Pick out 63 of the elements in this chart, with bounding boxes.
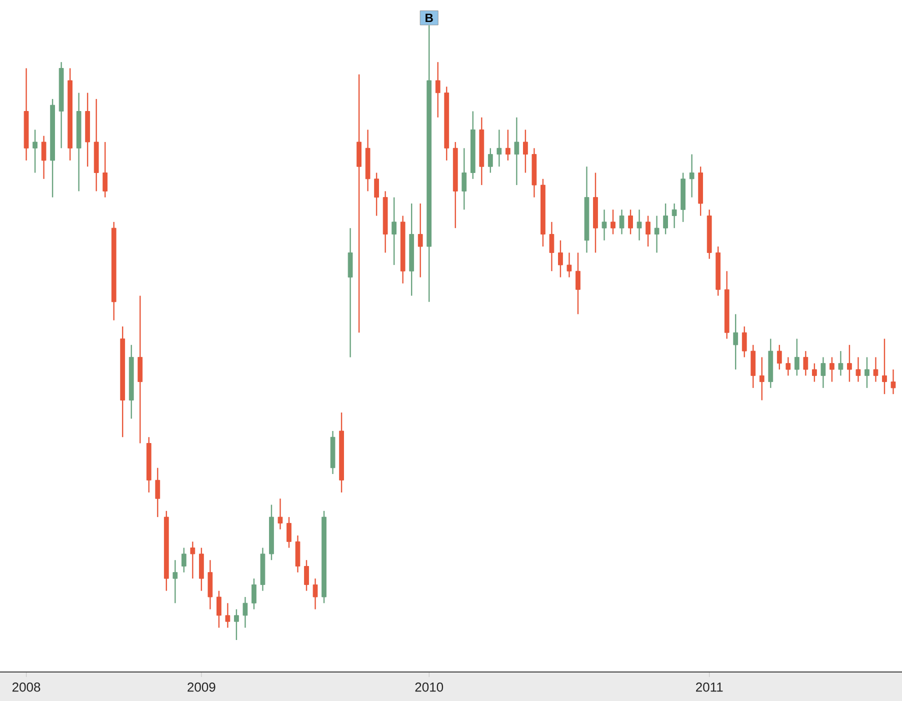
candlestick	[514, 116, 520, 186]
candlestick	[566, 252, 572, 278]
candlestick	[418, 202, 423, 278]
candlestick	[102, 141, 108, 198]
candlestick	[610, 209, 616, 235]
candlestick	[32, 129, 38, 174]
candlestick	[225, 602, 230, 628]
candlestick	[786, 356, 791, 376]
candlestick	[873, 356, 878, 382]
candlestick	[356, 74, 362, 334]
candlestick	[242, 596, 248, 628]
candlestick	[619, 209, 624, 235]
candlestick	[646, 215, 650, 248]
candlestick	[172, 559, 178, 604]
candlestick	[838, 350, 844, 376]
candlestick	[847, 344, 852, 382]
candlestick	[830, 356, 834, 382]
candlestick	[602, 209, 607, 241]
candlestick	[286, 516, 292, 548]
candlestick	[155, 467, 160, 518]
candlestick	[864, 356, 870, 389]
candlestick	[488, 148, 493, 174]
candlestick	[304, 559, 309, 592]
candlestick	[278, 498, 283, 530]
candlestick	[636, 209, 642, 241]
candlestick	[496, 129, 502, 168]
x-tick-label: 2008	[12, 682, 40, 692]
candlestick	[435, 61, 440, 118]
candlestick	[549, 221, 554, 272]
annotation: B	[426, 14, 433, 22]
candlestick	[558, 240, 563, 278]
candlestick	[41, 135, 46, 180]
x-tick-label: 2009	[188, 682, 216, 692]
candlestick	[856, 356, 861, 382]
candlestick	[759, 356, 764, 401]
candlestick	[812, 362, 817, 382]
candlestick	[663, 202, 668, 235]
candlestick	[523, 129, 528, 174]
candlestick	[505, 129, 510, 162]
candlestick	[312, 578, 318, 610]
candlestick	[374, 172, 380, 216]
candlestick	[252, 578, 256, 610]
candlestick	[216, 590, 222, 628]
candlestick	[890, 368, 896, 395]
candlestick	[628, 209, 633, 235]
candlestick	[462, 148, 467, 210]
x-tick-label: 2011	[696, 682, 723, 692]
candlestick	[654, 215, 660, 254]
candlestick	[689, 154, 694, 198]
candlestick	[820, 356, 826, 389]
candlestick	[733, 314, 738, 370]
candlestick	[882, 338, 887, 395]
candlestick	[776, 344, 782, 370]
candlestick	[742, 326, 747, 358]
candlestick	[190, 541, 196, 580]
candlestick	[234, 608, 239, 641]
candlestick	[794, 338, 800, 376]
candlestick	[803, 350, 808, 376]
candlestick	[392, 196, 397, 266]
x-tick-label: 2010	[415, 682, 444, 692]
candlestick	[672, 202, 677, 229]
candlestick	[576, 252, 580, 315]
candlestick	[181, 547, 186, 573]
